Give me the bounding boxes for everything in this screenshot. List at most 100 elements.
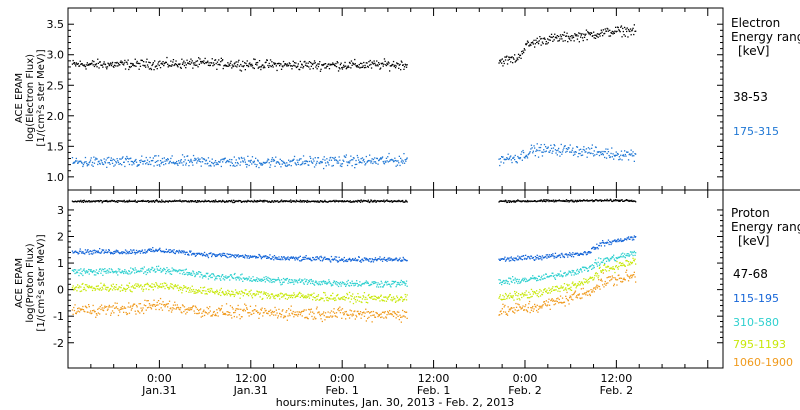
electron-point-175-315 xyxy=(236,161,239,164)
electron-point-175-315 xyxy=(630,149,632,151)
proton-point-310-580 xyxy=(96,272,98,274)
electron-point-38-53 xyxy=(217,63,219,66)
proton-point-115-195 xyxy=(190,250,192,252)
electron-point-175-315 xyxy=(178,160,180,162)
proton-point-795-1193 xyxy=(135,283,137,285)
electron-point-175-315 xyxy=(615,151,617,153)
proton-point-1060-1900 xyxy=(277,315,279,317)
proton-point-795-1193 xyxy=(619,261,621,264)
proton-point-115-195 xyxy=(219,253,221,255)
proton-point-115-195 xyxy=(322,259,324,261)
proton-point-795-1193 xyxy=(532,293,534,295)
proton-point-1060-1900 xyxy=(75,312,77,314)
electron-point-38-53 xyxy=(254,58,256,61)
proton-point-115-195 xyxy=(215,254,217,256)
proton-point-310-580 xyxy=(382,286,384,288)
proton-point-310-580 xyxy=(277,277,279,279)
electron-point-175-315 xyxy=(545,146,547,148)
proton-point-310-580 xyxy=(218,275,221,278)
proton-point-115-195 xyxy=(593,246,595,248)
electron-point-38-53 xyxy=(251,63,253,65)
proton-point-310-580 xyxy=(267,276,269,279)
proton-point-310-580 xyxy=(174,269,176,271)
proton-point-310-580 xyxy=(218,275,220,277)
proton-point-310-580 xyxy=(90,269,92,271)
electron-point-175-315 xyxy=(550,147,553,150)
electron-point-175-315 xyxy=(77,162,79,164)
proton-point-795-1193 xyxy=(567,285,569,287)
proton-point-310-580 xyxy=(526,280,529,282)
electron-point-38-53 xyxy=(234,65,237,67)
electron-point-38-53 xyxy=(512,57,514,59)
proton-point-47-68 xyxy=(233,201,235,204)
electron-point-175-315 xyxy=(282,160,284,162)
electron-ytick-label: 3.5 xyxy=(47,18,65,31)
electron-point-175-315 xyxy=(223,159,225,161)
proton-point-1060-1900 xyxy=(271,313,273,315)
proton-point-795-1193 xyxy=(238,291,241,293)
electron-point-38-53 xyxy=(288,62,290,64)
proton-point-310-580 xyxy=(550,275,552,277)
proton-point-115-195 xyxy=(95,252,97,254)
electron-point-175-315 xyxy=(506,157,508,159)
proton-point-47-68 xyxy=(256,201,258,203)
electron-point-38-53 xyxy=(534,46,536,48)
proton-point-310-580 xyxy=(574,272,577,274)
electron-point-175-315 xyxy=(185,164,187,166)
proton-point-310-580 xyxy=(345,285,347,287)
proton-point-115-195 xyxy=(255,256,257,258)
proton-point-115-195 xyxy=(547,255,549,258)
electron-point-175-315 xyxy=(113,165,115,167)
proton-point-47-68 xyxy=(607,199,610,202)
proton-point-115-195 xyxy=(359,259,362,262)
proton-point-47-68 xyxy=(565,199,568,201)
proton-point-115-195 xyxy=(512,258,514,261)
proton-point-47-68 xyxy=(190,200,192,202)
proton-point-115-195 xyxy=(523,255,525,257)
proton-point-310-580 xyxy=(100,270,103,272)
electron-point-38-53 xyxy=(299,60,301,63)
proton-point-795-1193 xyxy=(111,285,113,288)
proton-point-47-68 xyxy=(230,200,232,202)
proton-point-47-68 xyxy=(368,201,370,203)
proton-point-115-195 xyxy=(256,257,258,259)
proton-point-47-68 xyxy=(627,200,630,202)
proton-point-1060-1900 xyxy=(80,309,82,311)
proton-point-310-580 xyxy=(515,279,517,281)
electron-point-175-315 xyxy=(602,154,604,156)
electron-point-38-53 xyxy=(317,65,320,68)
electron-point-38-53 xyxy=(362,65,364,67)
proton-point-115-195 xyxy=(263,255,265,257)
electron-point-175-315 xyxy=(290,160,292,162)
proton-point-47-68 xyxy=(326,201,328,203)
electron-point-175-315 xyxy=(365,155,367,158)
electron-point-38-53 xyxy=(401,61,403,63)
proton-point-1060-1900 xyxy=(96,314,98,316)
electron-point-175-315 xyxy=(139,161,142,164)
electron-point-175-315 xyxy=(341,165,343,168)
proton-point-1060-1900 xyxy=(84,311,86,313)
proton-point-47-68 xyxy=(585,199,588,202)
proton-point-310-580 xyxy=(161,269,164,271)
proton-point-115-195 xyxy=(247,255,250,257)
proton-point-1060-1900 xyxy=(160,307,162,309)
proton-point-47-68 xyxy=(141,200,143,202)
proton-point-310-580 xyxy=(523,280,525,282)
proton-point-115-195 xyxy=(187,253,189,255)
electron-point-175-315 xyxy=(583,149,586,151)
proton-point-795-1193 xyxy=(592,279,594,281)
proton-point-115-195 xyxy=(620,240,623,243)
electron-point-175-315 xyxy=(163,157,165,159)
electron-point-175-315 xyxy=(530,144,533,146)
proton-point-115-195 xyxy=(324,258,327,260)
electron-point-38-53 xyxy=(504,59,507,61)
proton-point-795-1193 xyxy=(105,286,107,289)
proton-point-795-1193 xyxy=(280,296,283,298)
proton-point-47-68 xyxy=(257,200,259,202)
proton-point-1060-1900 xyxy=(266,312,268,314)
proton-point-310-580 xyxy=(631,251,634,253)
electron-point-175-315 xyxy=(359,161,361,163)
proton-point-115-195 xyxy=(193,253,195,256)
proton-point-795-1193 xyxy=(368,293,370,296)
proton-point-795-1193 xyxy=(503,298,505,300)
